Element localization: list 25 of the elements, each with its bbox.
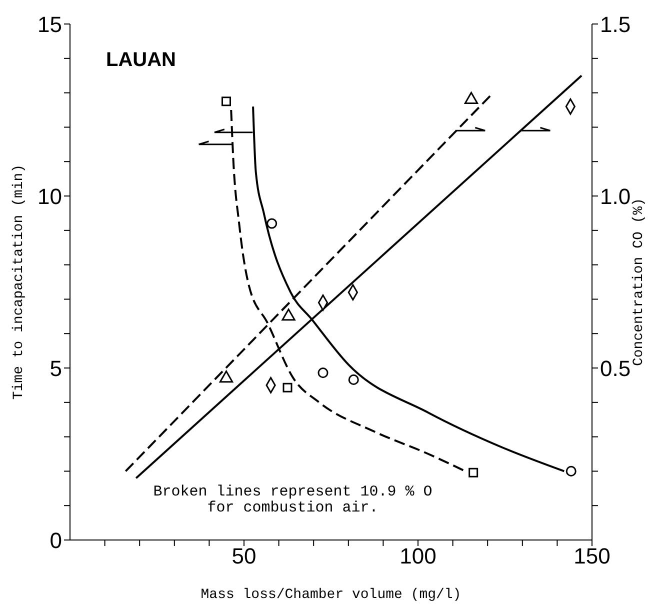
- annotation: Broken lines represent 10.9 % O: [153, 483, 432, 500]
- point: [266, 218, 278, 229]
- x-tick-label: 150: [574, 544, 610, 569]
- text: LAUAN: [106, 49, 176, 71]
- point: [318, 368, 328, 378]
- y2-tick-label: 1.0: [600, 184, 631, 209]
- point: [282, 382, 292, 392]
- x-axis-title: Mass loss/Chamber volume (mg/l): [200, 587, 462, 603]
- y2-tick-label: 0.5: [600, 356, 631, 381]
- point: [468, 468, 478, 478]
- y-tick-label: 15: [38, 12, 62, 37]
- y-tick-label: 5: [50, 356, 62, 381]
- y2-axis-title: Concentration CO (%): [631, 198, 647, 366]
- y-tick-label: 0: [50, 528, 62, 553]
- point: [282, 308, 296, 321]
- x-tick-label: 50: [232, 544, 256, 569]
- point: [222, 96, 231, 106]
- y-tick-label: 10: [38, 184, 62, 209]
- x-tick-label: 100: [400, 544, 436, 569]
- point: [566, 466, 576, 476]
- annotation: for combustion air.: [207, 499, 378, 516]
- point: [219, 370, 234, 383]
- point: [348, 374, 359, 385]
- y2-tick-label: 1.5: [600, 12, 631, 37]
- y-axis-title: Time to incapacitation (min): [11, 164, 27, 400]
